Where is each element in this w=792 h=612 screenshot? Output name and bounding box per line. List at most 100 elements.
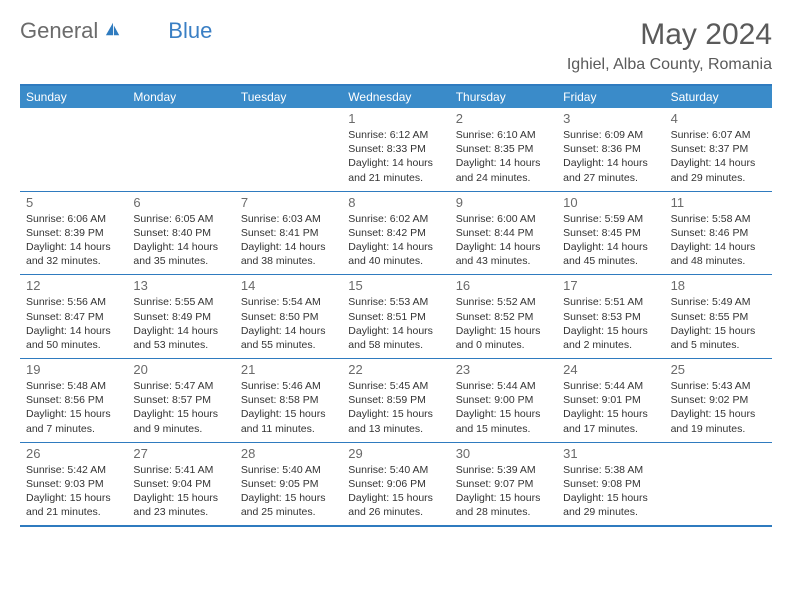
- day-info: Sunrise: 5:40 AMSunset: 9:06 PMDaylight:…: [348, 463, 443, 520]
- day-cell: [235, 108, 342, 191]
- day-number: 1: [348, 111, 443, 126]
- day-number: 4: [671, 111, 766, 126]
- day-info: Sunrise: 5:43 AMSunset: 9:02 PMDaylight:…: [671, 379, 766, 436]
- logo-word-general: General: [20, 18, 98, 44]
- day-cell: 6 Sunrise: 6:05 AMSunset: 8:40 PMDaylight…: [127, 192, 234, 275]
- week-row: 5 Sunrise: 6:06 AMSunset: 8:39 PMDaylight…: [20, 192, 772, 276]
- day-cell: 16 Sunrise: 5:52 AMSunset: 8:52 PMDayligh…: [450, 275, 557, 358]
- day-cell: 11 Sunrise: 5:58 AMSunset: 8:46 PMDayligh…: [665, 192, 772, 275]
- day-cell: 12 Sunrise: 5:56 AMSunset: 8:47 PMDayligh…: [20, 275, 127, 358]
- day-cell: 4 Sunrise: 6:07 AMSunset: 8:37 PMDaylight…: [665, 108, 772, 191]
- week-row: 12 Sunrise: 5:56 AMSunset: 8:47 PMDayligh…: [20, 275, 772, 359]
- day-cell: 15Sunrise: 5:53 AMSunset: 8:51 PMDayligh…: [342, 275, 449, 358]
- week-row: 1Sunrise: 6:12 AMSunset: 8:33 PMDaylight…: [20, 108, 772, 192]
- day-cell: 24 Sunrise: 5:44 AMSunset: 9:01 PMDayligh…: [557, 359, 664, 442]
- day-info: Sunrise: 5:45 AMSunset: 8:59 PMDaylight:…: [348, 379, 443, 436]
- day-cell: 17 Sunrise: 5:51 AMSunset: 8:53 PMDayligh…: [557, 275, 664, 358]
- day-cell: 18Sunrise: 5:49 AMSunset: 8:55 PMDayligh…: [665, 275, 772, 358]
- day-number: 10: [563, 195, 658, 210]
- day-info: Sunrise: 6:09 AMSunset: 8:36 PMDaylight:…: [563, 128, 658, 185]
- day-info: Sunrise: 5:59 AMSunset: 8:45 PMDaylight:…: [563, 212, 658, 269]
- day-info: Sunrise: 5:44 AMSunset: 9:00 PMDaylight:…: [456, 379, 551, 436]
- day-cell: 22 Sunrise: 5:45 AMSunset: 8:59 PMDayligh…: [342, 359, 449, 442]
- day-info: Sunrise: 5:40 AMSunset: 9:05 PMDaylight:…: [241, 463, 336, 520]
- day-cell: 10 Sunrise: 5:59 AMSunset: 8:45 PMDayligh…: [557, 192, 664, 275]
- day-number: 6: [133, 195, 228, 210]
- day-cell: [665, 443, 772, 526]
- day-number: 9: [456, 195, 551, 210]
- weekday-label: Sunday: [20, 86, 127, 108]
- weekday-label: Thursday: [450, 86, 557, 108]
- day-info: Sunrise: 6:05 AMSunset: 8:40 PMDaylight:…: [133, 212, 228, 269]
- logo-word-blue: Blue: [168, 18, 212, 44]
- day-cell: 8 Sunrise: 6:02 AMSunset: 8:42 PMDaylight…: [342, 192, 449, 275]
- day-info: Sunrise: 6:02 AMSunset: 8:42 PMDaylight:…: [348, 212, 443, 269]
- day-cell: 1Sunrise: 6:12 AMSunset: 8:33 PMDaylight…: [342, 108, 449, 191]
- day-cell: 26 Sunrise: 5:42 AMSunset: 9:03 PMDayligh…: [20, 443, 127, 526]
- calendar: SundayMondayTuesdayWednesdayThursdayFrid…: [20, 84, 772, 527]
- day-info: Sunrise: 5:46 AMSunset: 8:58 PMDaylight:…: [241, 379, 336, 436]
- day-number: 3: [563, 111, 658, 126]
- day-number: 16: [456, 278, 551, 293]
- day-number: 21: [241, 362, 336, 377]
- day-number: 20: [133, 362, 228, 377]
- day-cell: 9Sunrise: 6:00 AMSunset: 8:44 PMDaylight…: [450, 192, 557, 275]
- day-cell: 25Sunrise: 5:43 AMSunset: 9:02 PMDayligh…: [665, 359, 772, 442]
- day-number: 8: [348, 195, 443, 210]
- logo-sail-icon: [104, 21, 122, 42]
- day-number: 15: [348, 278, 443, 293]
- day-info: Sunrise: 5:55 AMSunset: 8:49 PMDaylight:…: [133, 295, 228, 352]
- day-info: Sunrise: 5:51 AMSunset: 8:53 PMDaylight:…: [563, 295, 658, 352]
- day-number: 2: [456, 111, 551, 126]
- day-info: Sunrise: 6:07 AMSunset: 8:37 PMDaylight:…: [671, 128, 766, 185]
- day-info: Sunrise: 5:49 AMSunset: 8:55 PMDaylight:…: [671, 295, 766, 352]
- title-block: May 2024 Ighiel, Alba County, Romania: [567, 18, 772, 74]
- day-cell: 7Sunrise: 6:03 AMSunset: 8:41 PMDaylight…: [235, 192, 342, 275]
- day-info: Sunrise: 5:56 AMSunset: 8:47 PMDaylight:…: [26, 295, 121, 352]
- day-number: 14: [241, 278, 336, 293]
- day-info: Sunrise: 5:54 AMSunset: 8:50 PMDaylight:…: [241, 295, 336, 352]
- weekday-label: Friday: [557, 86, 664, 108]
- day-number: 24: [563, 362, 658, 377]
- week-row: 19Sunrise: 5:48 AMSunset: 8:56 PMDayligh…: [20, 359, 772, 443]
- day-info: Sunrise: 6:10 AMSunset: 8:35 PMDaylight:…: [456, 128, 551, 185]
- day-cell: [127, 108, 234, 191]
- day-number: 12: [26, 278, 121, 293]
- day-cell: 19Sunrise: 5:48 AMSunset: 8:56 PMDayligh…: [20, 359, 127, 442]
- day-info: Sunrise: 5:41 AMSunset: 9:04 PMDaylight:…: [133, 463, 228, 520]
- weekday-label: Wednesday: [342, 86, 449, 108]
- day-cell: 21 Sunrise: 5:46 AMSunset: 8:58 PMDayligh…: [235, 359, 342, 442]
- weekday-label: Tuesday: [235, 86, 342, 108]
- day-cell: 29 Sunrise: 5:40 AMSunset: 9:06 PMDayligh…: [342, 443, 449, 526]
- day-number: 13: [133, 278, 228, 293]
- day-number: 22: [348, 362, 443, 377]
- day-number: 11: [671, 195, 766, 210]
- day-info: Sunrise: 6:03 AMSunset: 8:41 PMDaylight:…: [241, 212, 336, 269]
- day-number: 23: [456, 362, 551, 377]
- day-cell: 20Sunrise: 5:47 AMSunset: 8:57 PMDayligh…: [127, 359, 234, 442]
- day-number: 29: [348, 446, 443, 461]
- day-info: Sunrise: 5:52 AMSunset: 8:52 PMDaylight:…: [456, 295, 551, 352]
- day-number: 26: [26, 446, 121, 461]
- day-cell: 14 Sunrise: 5:54 AMSunset: 8:50 PMDayligh…: [235, 275, 342, 358]
- week-row: 26 Sunrise: 5:42 AMSunset: 9:03 PMDayligh…: [20, 443, 772, 526]
- day-number: 27: [133, 446, 228, 461]
- day-cell: 3 Sunrise: 6:09 AMSunset: 8:36 PMDaylight…: [557, 108, 664, 191]
- day-cell: 28 Sunrise: 5:40 AMSunset: 9:05 PMDayligh…: [235, 443, 342, 526]
- day-info: Sunrise: 6:06 AMSunset: 8:39 PMDaylight:…: [26, 212, 121, 269]
- day-cell: 30Sunrise: 5:39 AMSunset: 9:07 PMDayligh…: [450, 443, 557, 526]
- day-info: Sunrise: 5:42 AMSunset: 9:03 PMDaylight:…: [26, 463, 121, 520]
- day-number: 19: [26, 362, 121, 377]
- location-text: Ighiel, Alba County, Romania: [567, 56, 772, 74]
- day-info: Sunrise: 5:44 AMSunset: 9:01 PMDaylight:…: [563, 379, 658, 436]
- day-number: 30: [456, 446, 551, 461]
- day-info: Sunrise: 5:58 AMSunset: 8:46 PMDaylight:…: [671, 212, 766, 269]
- day-number: 28: [241, 446, 336, 461]
- day-number: 5: [26, 195, 121, 210]
- month-title: May 2024: [567, 18, 772, 52]
- weekday-label: Saturday: [665, 86, 772, 108]
- day-number: 31: [563, 446, 658, 461]
- day-cell: 13 Sunrise: 5:55 AMSunset: 8:49 PMDayligh…: [127, 275, 234, 358]
- day-number: 17: [563, 278, 658, 293]
- day-info: Sunrise: 5:38 AMSunset: 9:08 PMDaylight:…: [563, 463, 658, 520]
